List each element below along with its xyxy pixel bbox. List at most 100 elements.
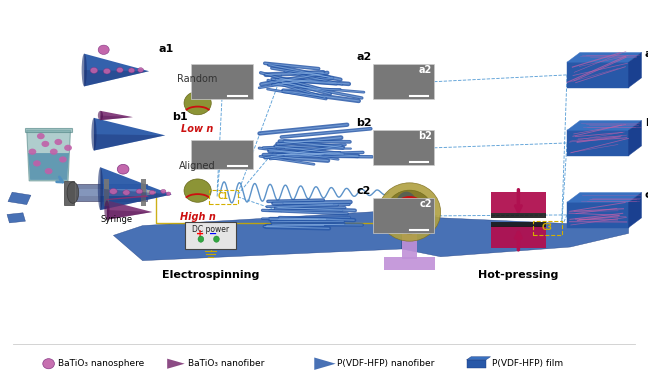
Bar [76,184,146,201]
Ellipse shape [103,68,111,74]
Ellipse shape [137,68,144,72]
Ellipse shape [161,189,166,193]
Polygon shape [467,360,486,368]
Ellipse shape [136,189,143,194]
Ellipse shape [91,118,97,151]
Polygon shape [84,54,149,86]
Polygon shape [100,116,133,120]
Bar [491,222,546,227]
Bar [104,179,109,206]
Ellipse shape [45,168,52,174]
Text: Random: Random [178,74,218,84]
Polygon shape [567,53,642,62]
Ellipse shape [166,192,171,195]
Bar [491,192,546,214]
Ellipse shape [117,67,123,73]
Text: DC power: DC power [192,225,229,234]
Bar [191,140,253,169]
Text: b2: b2 [419,131,432,141]
Polygon shape [100,167,172,210]
Text: c2: c2 [420,200,432,209]
Ellipse shape [33,160,41,166]
Text: P(VDF-HFP) film: P(VDF-HFP) film [492,359,564,368]
Bar [384,257,435,270]
Polygon shape [27,130,71,181]
Ellipse shape [54,139,62,145]
Polygon shape [314,357,336,370]
Text: a2: a2 [419,65,432,75]
Polygon shape [567,121,642,130]
Polygon shape [113,210,402,261]
Text: Low n: Low n [181,124,214,135]
Bar [402,233,417,259]
Polygon shape [567,202,629,228]
Polygon shape [402,210,629,257]
Ellipse shape [82,54,87,86]
Ellipse shape [64,145,72,151]
Text: C3: C3 [542,223,553,232]
Ellipse shape [122,190,130,195]
Ellipse shape [117,165,129,174]
Ellipse shape [128,68,135,73]
Text: BaTiO₃ nanofiber: BaTiO₃ nanofiber [188,359,264,368]
Ellipse shape [198,236,203,242]
Bar [141,179,146,206]
Polygon shape [7,213,25,223]
Ellipse shape [59,156,67,163]
Ellipse shape [214,236,219,242]
Text: −: − [209,229,217,239]
Bar [491,213,546,218]
Text: a1: a1 [159,44,174,54]
Ellipse shape [29,149,36,155]
Text: +: + [196,229,204,239]
Bar [64,180,74,205]
Text: a2: a2 [356,52,371,62]
Text: High n: High n [179,212,216,222]
Ellipse shape [104,200,110,220]
Text: C1: C1 [218,192,229,202]
Ellipse shape [41,141,49,147]
Ellipse shape [50,149,58,155]
Text: Hot-pressing: Hot-pressing [478,270,559,280]
Ellipse shape [394,191,419,233]
Text: c2: c2 [357,186,371,196]
Polygon shape [100,111,133,120]
Polygon shape [94,134,165,151]
Ellipse shape [43,359,54,369]
Polygon shape [629,121,642,156]
Polygon shape [567,193,642,202]
Bar [76,189,146,196]
Text: Syringe: Syringe [100,215,133,224]
Polygon shape [107,210,152,220]
Ellipse shape [98,111,103,120]
Polygon shape [146,189,156,196]
Text: b2: b2 [356,118,371,128]
Text: Electrospinning: Electrospinning [162,270,259,280]
Text: a3: a3 [645,49,648,60]
Ellipse shape [184,91,211,115]
Text: c3: c3 [645,189,648,200]
Polygon shape [567,130,629,156]
Bar [491,226,546,248]
Text: P(VDF-HFP) nanofiber: P(VDF-HFP) nanofiber [337,359,434,368]
Ellipse shape [386,190,433,234]
Polygon shape [629,193,642,228]
Polygon shape [100,189,172,210]
Polygon shape [105,195,149,200]
Text: BaTiO₃ nanosphere: BaTiO₃ nanosphere [58,359,145,368]
Polygon shape [94,118,165,151]
Text: b3: b3 [645,117,648,128]
Polygon shape [29,153,69,180]
FancyBboxPatch shape [185,222,237,249]
Text: Aligned: Aligned [179,161,216,171]
Polygon shape [167,359,185,369]
Polygon shape [629,53,642,88]
Ellipse shape [110,189,117,194]
Bar [373,130,434,165]
Ellipse shape [98,45,109,54]
Polygon shape [467,357,491,360]
Bar [373,198,434,233]
Ellipse shape [67,182,79,203]
Polygon shape [84,70,149,86]
Bar [191,64,253,99]
